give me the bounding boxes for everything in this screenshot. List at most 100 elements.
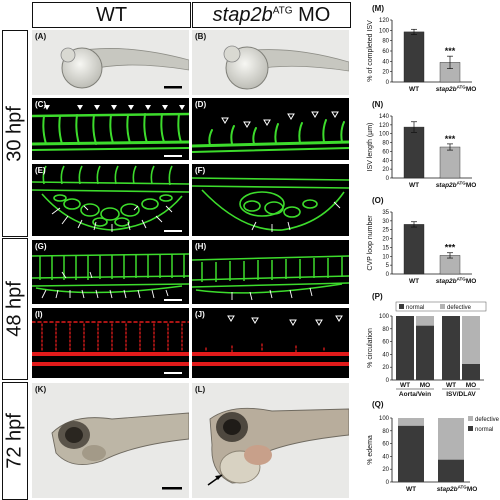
panel-l: (L) — [192, 383, 349, 498]
bar-normal — [442, 316, 460, 380]
bar — [403, 31, 425, 83]
y-tick-label: 20 — [382, 467, 389, 473]
panel-a-label: (A) — [35, 32, 47, 41]
panel-b: (B) — [192, 30, 349, 95]
x-category-label: stap2bATGMO — [436, 181, 477, 190]
y-tick-label: 25 — [382, 228, 389, 234]
y-tick-label: 120 — [379, 123, 390, 129]
y-tick-label: 35 — [382, 210, 389, 216]
x-category-label: WT — [400, 382, 410, 389]
panel-g-image — [32, 253, 189, 301]
header-mo: stap2bATG MO — [192, 2, 351, 28]
panel-c-image — [32, 105, 189, 157]
legend: defective normal — [468, 416, 500, 433]
y-tick-label: 40 — [382, 454, 389, 460]
stage-48hpf: 48 hpf — [2, 238, 28, 380]
bar-normal — [462, 364, 480, 380]
panel-h-image — [192, 255, 349, 301]
panel-j: (J) — [192, 308, 349, 378]
graph-m-label: (M) — [372, 4, 384, 13]
panel-a-image — [60, 47, 189, 89]
group-label: ISV/DLAV — [446, 391, 476, 398]
y-tick-label: 120 — [379, 18, 390, 24]
stage-72hpf-text: 72 hpf — [3, 413, 26, 469]
panel-f-label: (F) — [195, 166, 206, 175]
chart-n: 0 20 40 60 80 100 120 140 ISV length (µm) WT stap2… — [367, 114, 477, 190]
y-tick-label: 100 — [379, 314, 390, 320]
stage-48hpf-text: 48 hpf — [3, 281, 26, 337]
y-axis-label: % circulation — [367, 328, 374, 368]
y-tick-label: 0 — [386, 80, 390, 86]
x-category-label: WT — [409, 86, 419, 93]
legend: normal defective — [395, 301, 487, 312]
x-category-label: WT — [409, 182, 419, 189]
bar-defective — [462, 316, 480, 364]
header-mo-sup: ATG — [272, 4, 293, 16]
panel-d: (D) — [192, 98, 349, 160]
panel-i-image — [32, 321, 189, 374]
y-tick-label: 80 — [382, 141, 389, 147]
y-tick-label: 60 — [382, 149, 389, 155]
chart-p: 0 20 40 60 80 100 % circulation normal defective… — [367, 301, 487, 398]
panel-g-label: (G) — [35, 242, 47, 251]
x-category-label: stap2bATGMO — [436, 277, 477, 286]
panel-c-label: (C) — [35, 100, 47, 109]
legend-swatch-defective — [468, 416, 473, 421]
panel-f-image — [192, 177, 349, 232]
panel-k: (K) — [32, 383, 189, 498]
stage-30hpf: 30 hpf — [2, 30, 28, 237]
scale-bar — [164, 86, 182, 89]
panel-d-image — [192, 111, 349, 153]
bar-defective — [438, 418, 464, 460]
bar-normal — [396, 316, 414, 380]
panel-k-label: (K) — [35, 385, 47, 394]
graph-o-label: (O) — [372, 196, 384, 205]
panel-d-label: (D) — [195, 100, 207, 109]
chart-q: 0 20 40 60 80 100 % edema WT stap2bATGMO defectiv… — [367, 416, 500, 493]
bar-normal — [416, 325, 434, 380]
y-tick-label: 80 — [382, 429, 389, 435]
panel-h-label: (H) — [195, 242, 207, 251]
panel-i: (I) — [32, 308, 189, 378]
y-tick-label: 20 — [382, 237, 389, 243]
panel-i-label: (I) — [35, 310, 43, 319]
bar-normal — [398, 425, 424, 482]
y-tick-label: 15 — [382, 245, 389, 251]
y-tick-label: 60 — [382, 340, 389, 346]
panel-h: (H) — [192, 240, 349, 304]
y-tick-label: 0 — [386, 272, 390, 278]
legend-label-defective: defective — [447, 305, 472, 311]
y-tick-label: 20 — [382, 167, 389, 173]
panel-e-image — [32, 165, 189, 232]
y-tick-label: 100 — [379, 416, 390, 422]
y-tick-label: 40 — [382, 352, 389, 358]
panel-b-label: (B) — [195, 32, 207, 41]
y-tick-label: 20 — [382, 365, 389, 371]
graph-p-label: (P) — [372, 292, 383, 301]
panel-e-label: (E) — [35, 166, 46, 175]
bar — [403, 126, 425, 179]
chart-o: 0 5 10 15 20 25 30 35 CVP loop number WT stap2bATG… — [367, 210, 477, 286]
y-axis-label: CVP loop number — [367, 215, 374, 271]
panel-b-image — [223, 45, 349, 90]
y-tick-label: 0 — [386, 378, 390, 384]
x-category-label: WT — [406, 486, 416, 493]
x-category-label: MO — [420, 382, 430, 389]
significance-label: *** — [445, 243, 456, 253]
legend-swatch-normal — [468, 426, 473, 431]
bar-defective — [416, 316, 434, 326]
legend-label-normal: normal — [406, 305, 424, 311]
header-mo-gene: stap2b — [212, 3, 273, 26]
bar — [439, 146, 461, 179]
legend-label-normal: normal — [475, 427, 493, 433]
y-tick-label: 60 — [382, 49, 389, 55]
y-tick-label: 140 — [379, 114, 390, 120]
y-tick-label: 40 — [382, 59, 389, 65]
panel-k-image — [51, 412, 189, 490]
y-tick-label: 20 — [382, 70, 389, 76]
x-category-label: WT — [446, 382, 456, 389]
panel-j-label: (J) — [195, 310, 205, 319]
y-tick-label: 80 — [382, 39, 389, 45]
legend-swatch-normal — [399, 304, 404, 309]
y-axis-label: % of completed ISV — [367, 20, 374, 82]
